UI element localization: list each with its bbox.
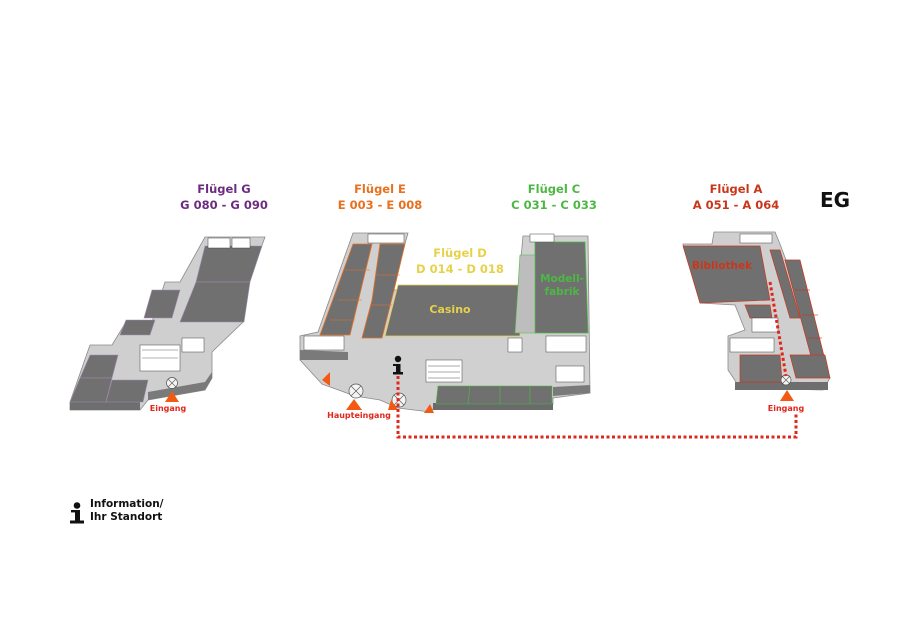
wing-d-heading: Flügel D D 014 - D 018 xyxy=(416,245,504,277)
main-entrance-label: Haupteingang xyxy=(327,411,391,420)
entrance-g-label: Eingang xyxy=(150,404,187,413)
wing-e-heading: Flügel E E 003 - E 008 xyxy=(336,181,424,213)
legend-line-1: Information/ xyxy=(90,498,164,510)
main-entrance-marker-2 xyxy=(388,400,398,410)
main-entrance-marker-1 xyxy=(346,399,362,410)
wing-d-range: D 014 - D 018 xyxy=(416,262,504,276)
wing-c-range: C 031 - C 033 xyxy=(511,198,597,212)
legend-line-2: Ihr Standort xyxy=(90,511,163,523)
legend-text: Information/ Ihr Standort xyxy=(90,498,164,524)
info-icon xyxy=(70,502,84,524)
bibliothek-label: Bibliothek xyxy=(692,260,753,272)
route-path-a-inner xyxy=(768,281,788,377)
casino-label: Casino xyxy=(429,303,471,316)
modellfabrik-label-2: fabrik xyxy=(545,286,581,298)
floor-label: EG xyxy=(820,188,851,212)
wing-c-heading: Flügel C C 031 - C 033 xyxy=(510,181,598,213)
route-path xyxy=(396,376,798,439)
building-a xyxy=(682,231,831,401)
side-entrance-marker xyxy=(322,372,330,386)
entrance-g-marker xyxy=(165,391,179,402)
wing-e-name: Flügel E xyxy=(354,182,406,196)
wing-a-name: Flügel A xyxy=(709,182,763,196)
entrance-a-label: Eingang xyxy=(768,404,805,413)
wing-a-heading: Flügel A A 051 - A 064 xyxy=(692,181,780,213)
building-g xyxy=(69,236,266,411)
wing-e-range: E 003 - E 008 xyxy=(337,198,423,212)
legend: Information/ Ihr Standort xyxy=(68,498,164,524)
wing-g-heading: Flügel G G 080 - G 090 xyxy=(180,181,268,213)
wing-g-range: G 080 - G 090 xyxy=(180,198,268,212)
main-entrance-marker-3 xyxy=(424,404,434,413)
wing-g-name: Flügel G xyxy=(197,182,251,196)
entrance-a-marker xyxy=(780,390,794,401)
wing-d-name: Flügel D xyxy=(433,246,487,260)
wing-c-name: Flügel C xyxy=(527,182,581,196)
building-edc xyxy=(299,232,591,413)
modellfabrik-label-1: Modell- xyxy=(540,273,584,285)
info-marker-icon xyxy=(393,355,403,375)
wing-a-range: A 051 - A 064 xyxy=(692,198,780,212)
